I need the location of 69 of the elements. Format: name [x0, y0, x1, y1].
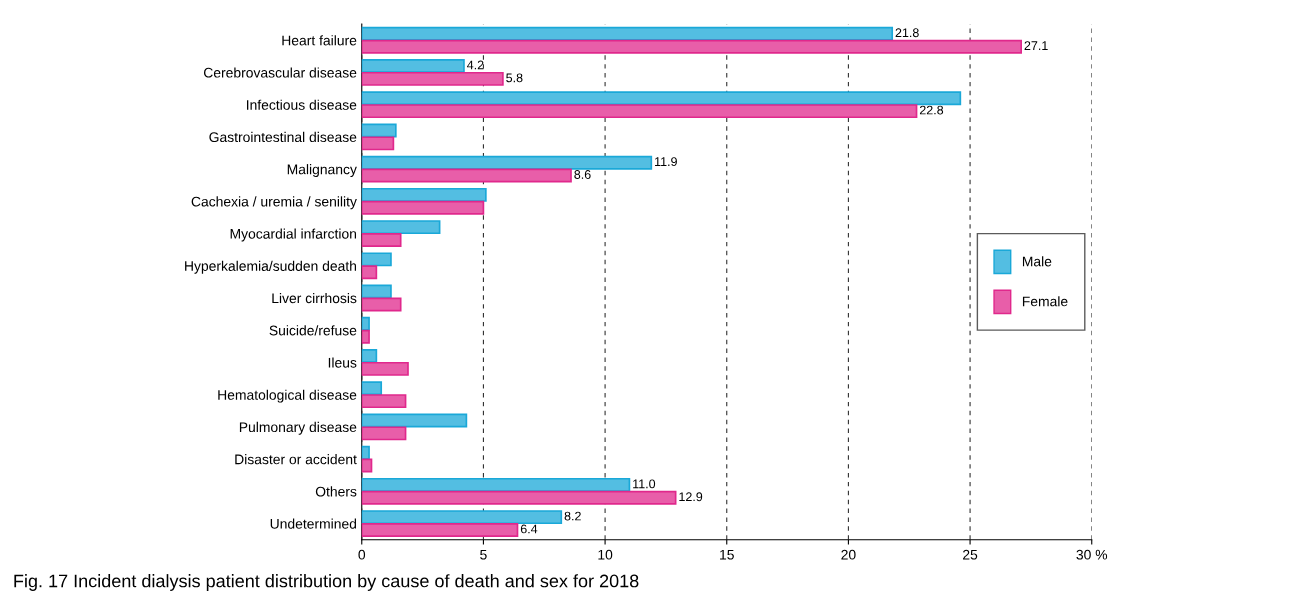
bar — [361, 329, 370, 344]
bar — [361, 510, 563, 525]
bar — [361, 284, 392, 299]
x-tick-label: 5 — [480, 549, 487, 560]
x-tick-label: 15 — [720, 549, 734, 560]
bar — [361, 200, 485, 215]
bar — [361, 252, 392, 267]
bar — [361, 104, 918, 119]
y-tick-label: Disaster or accident — [235, 454, 357, 465]
data-label: 22.8 — [919, 105, 944, 115]
bar — [361, 316, 370, 331]
y-tick-label: Ileus — [328, 357, 357, 368]
bar — [361, 458, 373, 473]
caption: Fig. 17 Incident dialysis patient distribution by cause of death and sex for 2018 — [14, 574, 639, 591]
y-tick-label: Infectious disease — [247, 99, 357, 110]
x-tick-label: 10 — [598, 549, 613, 560]
data-label: 8.2 — [564, 511, 581, 521]
legend-label: Male — [1022, 256, 1052, 267]
data-label: 6.4 — [520, 524, 538, 534]
bar — [361, 123, 397, 138]
y-tick-label: Others — [315, 486, 357, 497]
bar — [361, 477, 631, 492]
bar — [361, 71, 504, 86]
bar — [361, 91, 962, 106]
bar — [361, 381, 383, 396]
data-label: 4.2 — [467, 60, 484, 70]
bar — [361, 297, 402, 312]
data-label: 11.0 — [633, 479, 656, 489]
bar — [361, 490, 677, 505]
y-tick-label: Cachexia / uremia / senility — [191, 196, 357, 210]
y-tick-label: Liver cirrhosis — [272, 292, 357, 304]
x-tick-label: 30 % — [1076, 549, 1108, 560]
data-label: 5.8 — [506, 73, 523, 83]
bar — [361, 59, 465, 73]
y-tick-label: Cerebrovascular disease — [203, 67, 357, 78]
y-tick-label: Gastrointestinal disease — [209, 131, 357, 143]
bar — [361, 39, 1023, 54]
bar — [361, 233, 402, 247]
bar — [361, 26, 894, 41]
bar — [361, 394, 407, 409]
bar — [361, 361, 409, 376]
legend-label: Female — [1022, 296, 1068, 307]
bar — [361, 187, 487, 202]
y-tick-label: Hematological disease — [218, 389, 357, 403]
data-label: 21.8 — [895, 28, 919, 38]
y-tick-label: Hyperkalemia/sudden death — [185, 260, 357, 274]
y-tick-label: Suicide/refuse — [269, 325, 357, 336]
y-tick-label: Undetermined — [270, 518, 357, 529]
bar — [361, 413, 468, 428]
y-tick-label: Myocardial infarction — [230, 228, 357, 242]
x-tick-label: 25 — [963, 549, 978, 560]
bar — [361, 265, 378, 280]
y-tick-label: Pulmonary disease — [239, 421, 357, 435]
data-label: 27.1 — [1024, 41, 1048, 50]
x-tick-label: 0 — [358, 549, 366, 560]
y-tick-label: Malignancy — [287, 164, 357, 178]
bar — [361, 155, 653, 170]
bar — [361, 523, 519, 537]
bar — [361, 220, 441, 235]
data-label: 11.9 — [655, 157, 677, 167]
bar — [361, 168, 572, 183]
bar — [361, 349, 378, 363]
data-label: 12.9 — [679, 492, 703, 502]
y-tick-label: Heart failure — [282, 35, 357, 46]
bar — [361, 426, 407, 441]
x-tick-label: 20 — [841, 549, 856, 560]
bar — [361, 445, 370, 460]
bar — [361, 136, 395, 151]
data-label: 8.6 — [574, 170, 591, 179]
